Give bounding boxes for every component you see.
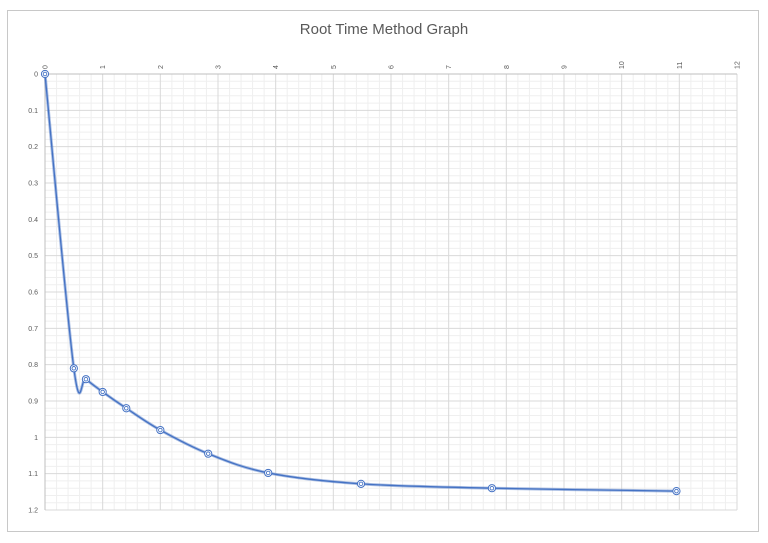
x-tick-label: 9: [562, 65, 569, 69]
y-tick-label: 1.2: [28, 508, 38, 515]
y-tick-label: 0.4: [28, 217, 38, 224]
data-point: [40, 69, 50, 79]
y-tick-label: 0.5: [28, 253, 38, 260]
data-point: [98, 387, 107, 397]
x-tick-label: 7: [446, 65, 453, 69]
x-tick-label: 11: [677, 62, 684, 69]
x-tick-label: 6: [389, 65, 396, 69]
data-point-inner: [83, 376, 89, 382]
y-tick-label: 0: [34, 72, 38, 79]
data-point: [204, 449, 213, 458]
x-tick-label: 4: [273, 65, 280, 69]
data-point: [122, 404, 131, 413]
series-line: [44, 73, 677, 492]
data-point: [672, 487, 681, 496]
x-tick-label: 0: [43, 65, 50, 69]
series-line-shadow: [43, 73, 677, 493]
y-tick-label: 0.1: [28, 108, 38, 115]
x-tick-label: 2: [158, 65, 165, 69]
major-gridlines: [44, 73, 738, 511]
data-point-inner: [674, 488, 679, 494]
data-point: [487, 484, 497, 493]
data-point: [156, 425, 165, 435]
y-tick-label: 0.3: [28, 181, 38, 188]
y-tick-label: 0.7: [28, 326, 38, 333]
data-point-inner: [205, 451, 211, 456]
series-layer: [40, 69, 681, 496]
x-tick-label: 3: [216, 65, 223, 69]
data-point: [264, 468, 273, 478]
data-point: [69, 364, 78, 373]
x-tick-label: 10: [619, 61, 626, 69]
x-tick-label: 12: [735, 61, 742, 69]
y-tick-label: 0.8: [28, 362, 38, 369]
x-tick-label: 8: [504, 65, 511, 69]
data-point-inner: [42, 71, 48, 77]
chart-title: Root Time Method Graph: [299, 21, 469, 38]
x-tick-label: 5: [331, 65, 338, 69]
data-point: [356, 479, 366, 488]
axes: [44, 73, 737, 510]
data-point-inner: [358, 481, 364, 487]
y-tick-label: 1.1: [28, 471, 38, 478]
y-tick-label: 0.9: [28, 399, 38, 406]
y-tick-label: 1: [34, 435, 38, 442]
x-tick-label: 1: [100, 65, 107, 69]
data-point-inner: [71, 366, 77, 371]
data-point-inner: [265, 470, 271, 476]
y-tick-label: 0.6: [28, 290, 38, 297]
y-tick-labels: 0 0.1 0.2 0.3 0.4 0.5 0.6 0.7 0.8 0.9 1 1.1 1.2: [28, 72, 38, 515]
data-point-inner: [158, 427, 163, 433]
x-tick-labels: 0 1 2 3 4 5 6 7 8 9 10 11 12: [43, 61, 742, 69]
y-tick-label: 0.2: [28, 144, 38, 151]
data-point-inner: [100, 389, 105, 395]
data-point-inner: [489, 485, 495, 491]
data-point: [81, 375, 91, 384]
data-point-inner: [124, 406, 129, 411]
